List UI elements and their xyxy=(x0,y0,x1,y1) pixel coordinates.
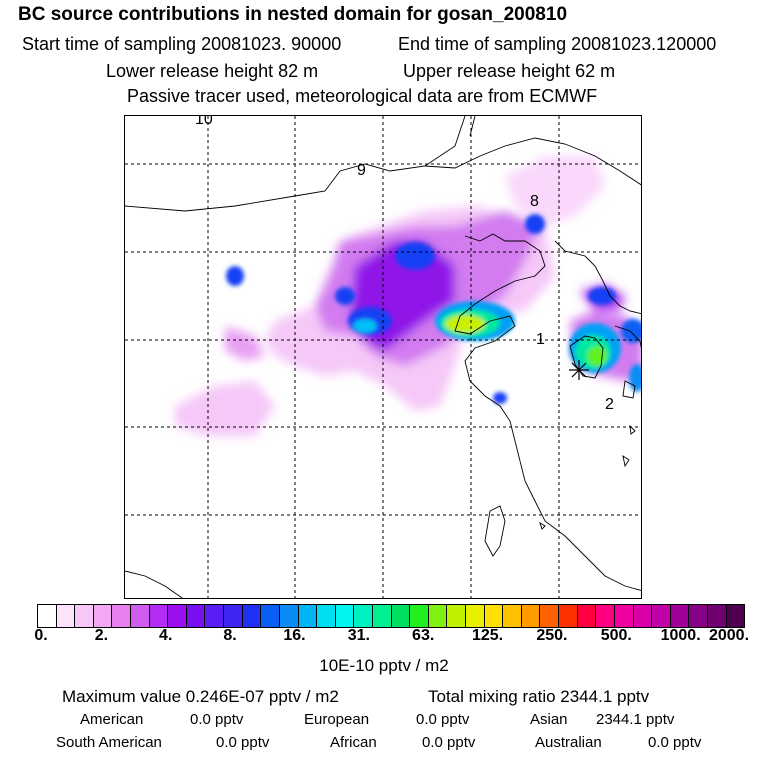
colorbar-swatch xyxy=(279,605,299,627)
colorbar-swatch xyxy=(372,605,392,627)
tracer-note: Passive tracer used, meteorological data… xyxy=(127,86,598,106)
african-label: African xyxy=(330,734,377,751)
colorbar-tick-label: 16. xyxy=(283,627,306,644)
blue-core-west xyxy=(335,287,355,305)
plume-scattered xyxy=(225,326,265,361)
colorbar-tick-label: 250. xyxy=(536,627,568,644)
colorbar-swatch xyxy=(521,605,541,627)
blue-core-korea-north xyxy=(588,287,616,305)
colorbar-swatch xyxy=(149,605,169,627)
plume-light-north xyxy=(505,156,605,226)
figure-title: BC source contributions in nested domain… xyxy=(18,4,568,25)
shandong-core xyxy=(445,315,485,333)
colorbar-swatch xyxy=(447,605,467,627)
colorbar-swatch xyxy=(112,605,132,627)
colorbar-swatch xyxy=(186,605,206,627)
colorbar-swatch xyxy=(428,605,448,627)
asian-value: 2344.1 pptv xyxy=(596,711,675,728)
australian-value: 0.0 pptv xyxy=(648,734,702,751)
blue-core-beijing xyxy=(395,242,435,270)
colorbar-swatch xyxy=(652,605,671,627)
colorbar xyxy=(37,604,745,628)
colorbar-swatch xyxy=(559,605,578,627)
total-mixing-label: Total mixing ratio 2344.1 pptv xyxy=(428,687,650,706)
trajectory-label-9: 9 xyxy=(357,162,366,179)
colorbar-swatch xyxy=(670,605,690,627)
colorbar-swatch xyxy=(707,605,727,627)
upper-release-label: Upper release height 62 m xyxy=(403,61,616,81)
plume-light-west xyxy=(175,381,275,436)
colorbar-swatch xyxy=(242,605,262,627)
trajectory-label-10: 10 xyxy=(195,116,213,128)
european-label: European xyxy=(304,711,370,728)
colorbar-swatch xyxy=(224,605,243,627)
colorbar-tick-label: 31. xyxy=(347,627,370,644)
blue-core-north xyxy=(525,214,545,234)
asian-label: Asian xyxy=(530,711,568,728)
colorbar-units: 10E-10 pptv / m2 xyxy=(319,656,449,675)
colorbar-swatch xyxy=(298,605,318,627)
map-panel: 10 9 8 1 2 xyxy=(124,115,642,599)
max-value-label: Maximum value 0.246E-07 pptv / m2 xyxy=(62,687,339,706)
blue-core-yellow-sea xyxy=(493,392,507,404)
colorbar-ticks: 0. 2. 4. 8. 16. 31. 63. 125. 250. 500. 1000. 2000. xyxy=(0,627,768,647)
colorbar-swatch xyxy=(168,605,187,627)
colorbar-swatch xyxy=(614,605,634,627)
colorbar-swatch xyxy=(466,605,485,627)
colorbar-tick-label: 2000. xyxy=(708,627,750,644)
colorbar-swatch xyxy=(633,605,653,627)
colorbar-swatch xyxy=(205,605,225,627)
colorbar-swatch xyxy=(540,605,560,627)
colorbar-tick-label: 2. xyxy=(94,627,109,644)
colorbar-swatch xyxy=(484,605,504,627)
colorbar-swatch xyxy=(726,605,745,627)
colorbar-swatch xyxy=(317,605,336,627)
colorbar-swatch xyxy=(335,605,355,627)
trajectory-label-1: 1 xyxy=(536,331,545,348)
korea-core xyxy=(587,346,607,366)
graticule xyxy=(125,116,641,598)
colorbar-swatch xyxy=(503,605,522,627)
start-time-label: Start time of sampling 20081023. 90000 xyxy=(22,34,342,54)
colorbar-swatch xyxy=(38,605,57,627)
colorbar-swatch xyxy=(354,605,373,627)
blue-core-far-west xyxy=(226,266,244,286)
colorbar-tick-label: 500. xyxy=(600,627,632,644)
cyan-core-central xyxy=(353,319,377,333)
colorbar-tick-label: 125. xyxy=(471,627,504,644)
colorbar-swatch xyxy=(596,605,615,627)
colorbar-swatch xyxy=(577,605,597,627)
star-icon xyxy=(569,360,589,380)
colorbar-tick-label: 1000. xyxy=(660,627,701,644)
colorbar-swatch xyxy=(131,605,150,627)
colorbar-swatch xyxy=(410,605,429,627)
colorbar-tick-label: 8. xyxy=(223,627,237,644)
australian-label: Australian xyxy=(535,734,602,751)
colorbar-swatch xyxy=(391,605,411,627)
african-value: 0.0 pptv xyxy=(422,734,476,751)
colorbar-tick-label: 4. xyxy=(159,627,173,644)
japan-islands xyxy=(539,380,636,530)
south-american-label: South American xyxy=(56,734,162,751)
map-canvas: 10 9 8 1 2 xyxy=(125,116,641,598)
colorbar-tick-label: 63. xyxy=(412,627,435,644)
colorbar-swatch xyxy=(56,605,76,627)
european-value: 0.0 pptv xyxy=(416,711,470,728)
lower-release-label: Lower release height 82 m xyxy=(106,61,319,81)
colorbar-swatch xyxy=(93,605,113,627)
american-value: 0.0 pptv xyxy=(190,711,244,728)
end-time-label: End time of sampling 20081023.120000 xyxy=(398,34,717,54)
colorbar-swatch xyxy=(261,605,280,627)
colorbar-swatch xyxy=(689,605,708,627)
concentration-field xyxy=(175,156,641,436)
taiwan-island xyxy=(484,505,506,557)
colorbar-swatch xyxy=(75,605,94,627)
south-american-value: 0.0 pptv xyxy=(216,734,270,751)
american-label: American xyxy=(80,711,144,728)
colorbar-tick-label: 0. xyxy=(34,627,48,644)
trajectory-label-2: 2 xyxy=(605,396,614,413)
trajectory-label-8: 8 xyxy=(530,193,539,210)
